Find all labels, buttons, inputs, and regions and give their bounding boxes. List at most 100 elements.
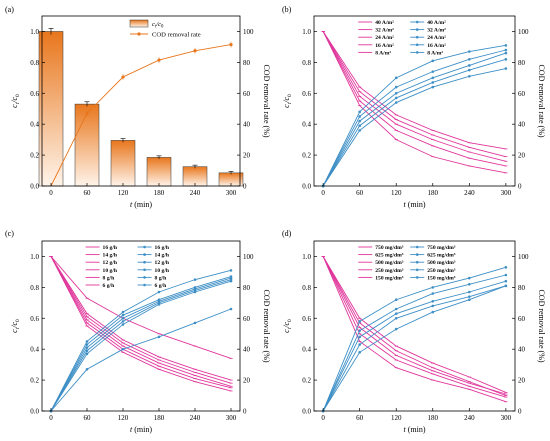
legend-removal-label: 16 g/h — [155, 245, 170, 251]
removal-series-point — [85, 349, 89, 353]
removal-series-point — [468, 276, 471, 280]
legend-removal-marker — [415, 245, 419, 249]
ratio-series-line — [322, 31, 506, 162]
ratio-series-line — [322, 256, 507, 396]
removal-series-point — [157, 290, 161, 294]
legend-removal-label: 625 mg/dm³ — [427, 253, 456, 259]
ratio-series-line — [50, 256, 232, 381]
x-tick-label: 0 — [321, 189, 325, 197]
x-axis-label: t (min) — [130, 425, 152, 434]
y-left-tick-label: 0.2 — [30, 377, 39, 385]
x-tick-label: 240 — [190, 414, 201, 422]
removal-series-point — [431, 310, 435, 314]
removal-series-point — [85, 352, 89, 356]
legend-removal-marker — [143, 283, 146, 287]
removal-series-point — [193, 290, 197, 294]
removal-series-point — [193, 321, 197, 325]
y-right-tick-label: 100 — [243, 253, 254, 261]
removal-series-point — [358, 129, 361, 132]
legend-removal-label: 16 A/m² — [427, 43, 446, 49]
legend-removal-marker — [143, 260, 146, 264]
removal-series-line — [50, 279, 232, 412]
legend-removal-label: 10 g/h — [155, 268, 170, 274]
x-tick-label: 180 — [428, 414, 439, 422]
y-left-tick-label: 1.0 — [302, 28, 311, 36]
y-right-tick-label: 60 — [518, 315, 526, 323]
removal-series-point — [85, 343, 89, 346]
removal-series-point — [358, 350, 361, 354]
y-right-axis-label: COD removal rate (%) — [537, 64, 546, 137]
removal-series-point — [431, 81, 435, 84]
legend-ratio-label: 750 mg/dm³ — [375, 245, 404, 251]
removal-series-point — [229, 269, 233, 272]
legend-ratio-label: 16 g/h — [103, 245, 118, 251]
x-tick-label: 0 — [49, 189, 53, 197]
y-right-tick-label: 20 — [243, 152, 251, 160]
removal-series-point — [229, 307, 233, 311]
removal-series-point — [358, 110, 361, 114]
removal-series-point — [468, 74, 471, 78]
y-left-axis-label: ct/c0 — [282, 94, 293, 108]
removal-series-line — [322, 68, 506, 187]
y-right-tick-label: 0 — [518, 408, 522, 416]
legend-removal-marker — [415, 268, 419, 272]
y-left-tick-label: 0.4 — [302, 121, 311, 129]
legend-ratio-label: 8 A/m² — [375, 50, 391, 56]
x-tick-label: 120 — [391, 189, 402, 197]
removal-series-point — [85, 340, 89, 343]
removal-series-line — [50, 280, 232, 412]
removal-series-point — [431, 76, 435, 80]
y-right-tick-label: 40 — [518, 121, 526, 129]
legend-ratio-label: 250 mg/dm³ — [375, 268, 404, 274]
legend-removal-label: 8 A/m² — [427, 50, 443, 56]
y-left-tick-label: 0.0 — [302, 408, 311, 416]
legend-ratio-label: 150 mg/dm³ — [375, 275, 404, 281]
removal-series-point — [468, 295, 471, 298]
y-right-tick-label: 60 — [243, 90, 251, 98]
removal-series-point — [504, 57, 508, 61]
removal-line — [50, 44, 232, 187]
y-right-axis-label: COD removal rate (%) — [262, 289, 271, 362]
y-left-tick-label: 1.0 — [30, 253, 39, 261]
removal-series-point — [358, 329, 361, 332]
legend-removal-marker — [143, 268, 146, 272]
removal-series-line — [322, 49, 506, 187]
bar — [146, 157, 172, 187]
y-right-tick-label: 0 — [243, 183, 247, 191]
y-left-tick-label: 0.8 — [302, 59, 311, 67]
ratio-series-line — [322, 256, 506, 395]
removal-series-point — [504, 273, 508, 277]
ratio-series-line — [50, 256, 232, 384]
removal-series-line — [322, 52, 507, 187]
removal-series-point — [504, 51, 508, 55]
removal-series-point — [121, 316, 125, 320]
panel-label: (d) — [282, 229, 292, 238]
legend-ratio-label: 32 A/m² — [375, 28, 394, 34]
x-tick-label: 60 — [84, 414, 92, 422]
plot-frame — [313, 15, 516, 187]
removal-series-point — [394, 91, 398, 95]
removal-series-point — [157, 335, 161, 339]
panel-label: (c) — [5, 229, 14, 238]
legend-bar-swatch — [129, 19, 149, 28]
y-right-tick-label: 80 — [518, 284, 526, 292]
x-tick-label: 180 — [154, 189, 165, 197]
y-left-axis-label: ct/c0 — [10, 319, 21, 333]
ratio-series-line — [322, 256, 507, 403]
y-right-tick-label: 40 — [518, 346, 526, 354]
legend-removal-label: 24 A/m² — [427, 35, 446, 41]
removal-series-point — [85, 367, 89, 371]
x-tick-label: 240 — [190, 189, 201, 197]
removal-series-point — [394, 312, 398, 315]
x-tick-label: 300 — [501, 414, 512, 422]
x-tick-label: 240 — [464, 189, 475, 197]
x-tick-label: 300 — [501, 189, 512, 197]
removal-series-point — [394, 327, 398, 331]
removal-series-point — [431, 304, 435, 308]
removal-series-point — [394, 85, 398, 89]
legend-removal-label: 750 mg/dm³ — [427, 245, 456, 251]
legend-removal-marker — [415, 20, 419, 24]
bar — [110, 140, 136, 187]
removal-series-point — [468, 57, 471, 61]
